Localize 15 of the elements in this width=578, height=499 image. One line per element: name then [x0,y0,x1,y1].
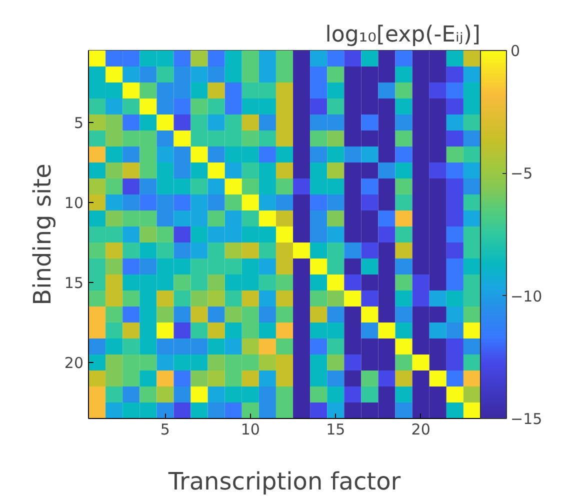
y-tick-label: 10 [64,194,84,212]
color-bar-label: −15 [510,410,542,428]
x-tick-label: 15 [326,420,346,438]
x-axis-title: Transcription factor [167,468,401,496]
color-bar-label: 0 [510,42,520,60]
color-bar-label: −5 [510,164,533,183]
color-bar-label: −10 [510,287,542,306]
y-tick-label: 15 [64,274,84,292]
x-tick-label: 10 [240,420,260,438]
x-tick-label: 20 [411,420,430,438]
x-tick-label: 5 [160,420,170,438]
color-bar-title: log₁₀[exp(-Eᵢⱼ)] [325,22,481,48]
y-tick-label: 20 [64,354,84,372]
y-tick-label: 5 [74,114,84,132]
y-axis-title: Binding site [28,164,56,306]
